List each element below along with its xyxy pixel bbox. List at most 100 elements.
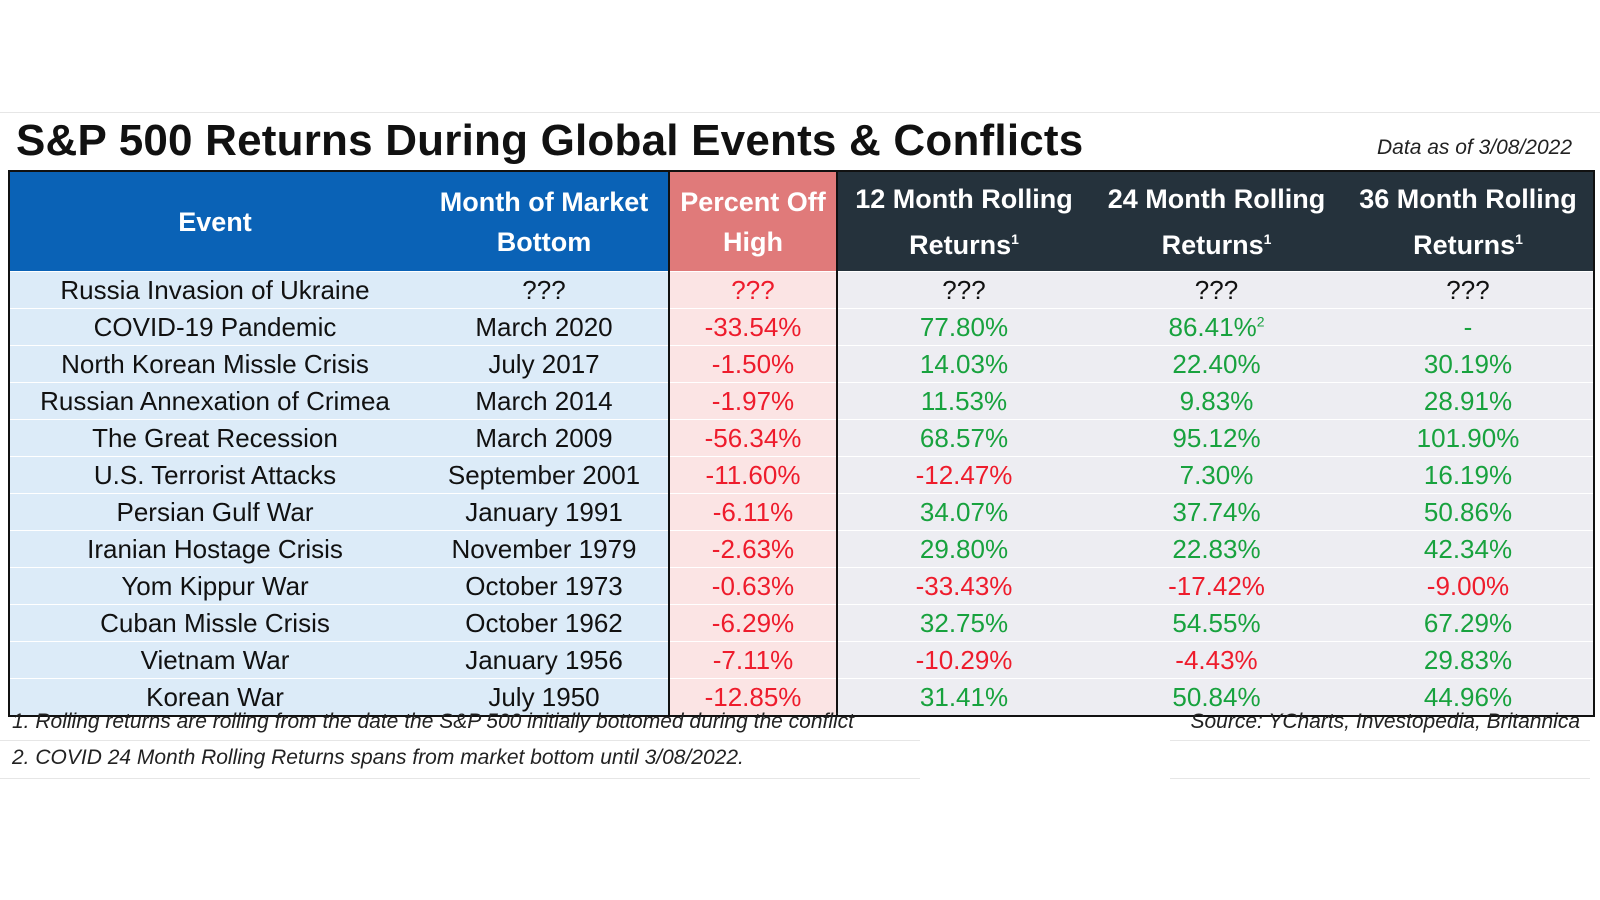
cell-month-of-market-bottom: ??? [420, 271, 669, 309]
cell-month-of-market-bottom: September 2001 [420, 456, 669, 494]
cell-value: 50.86% [1423, 496, 1513, 527]
cell-24-month-rolling-returns: 54.55% [1090, 604, 1343, 642]
table-title: S&P 500 Returns During Global Events & C… [16, 116, 1084, 165]
footnote-1: 1. Rolling returns are rolling from the … [12, 710, 855, 733]
cell-value: 68.57% [919, 422, 1009, 453]
table-row: Vietnam War January 1956 -7.11% -10.29% -4.4… [9, 641, 1594, 679]
cell-value: July 2017 [488, 348, 600, 379]
cell-value: -33.54% [704, 311, 802, 342]
table-row: Russia Invasion of Ukraine??????????????… [9, 271, 1594, 309]
column-header-event: Event [9, 171, 420, 272]
cell-value: ??? [731, 274, 775, 305]
cell-value: 34.07% [919, 496, 1009, 527]
cell-month-of-market-bottom: March 2009 [420, 419, 669, 457]
cell-24-month-rolling-returns: -4.43% [1090, 641, 1343, 679]
cell-36-month-rolling-returns: 30.19% [1343, 345, 1594, 383]
cell-value: COVID-19 Pandemic [93, 311, 337, 342]
table-row: Yom Kippur War October 1973 -0.63% -33.43% -… [9, 567, 1594, 605]
sheet-gridline [0, 778, 920, 779]
column-header-label: Percent Off High [680, 186, 826, 257]
cell-36-month-rolling-returns: 29.83% [1343, 641, 1594, 679]
cell-value: Russian Annexation of Crimea [40, 385, 390, 416]
cell-value: 11.53% [920, 385, 1008, 416]
cell-month-of-market-bottom: July 2017 [420, 345, 669, 383]
cell-value: 54.55% [1172, 607, 1261, 638]
sheet-gridline [0, 740, 920, 741]
cell-24-month-rolling-returns: 7.30% [1090, 456, 1343, 494]
cell-percent-off-high: -11.60% [668, 456, 838, 494]
cell-value: -6.29% [711, 607, 795, 638]
cell-value: 77.80% [919, 311, 1009, 342]
cell-event: Vietnam War [9, 641, 420, 679]
cell-event: U.S. Terrorist Attacks [9, 456, 420, 494]
cell-24-month-rolling-returns: 22.83% [1090, 530, 1343, 568]
cell-12-month-rolling-returns: -33.43% [837, 567, 1090, 605]
cell-percent-off-high: -1.50% [668, 345, 838, 383]
cell-value: January 1956 [465, 644, 623, 675]
table-row: Iranian Hostage Crisis November 1979 -2.63… [9, 530, 1594, 568]
table-row: North Korean Missle Crisis July 2017 -1.50… [9, 345, 1594, 383]
cell-36-month-rolling-returns: 44.96% [1343, 678, 1594, 716]
column-header-24-month-rolling-returns: 24 Month Rolling Returns1 [1090, 171, 1343, 272]
cell-value: March 2014 [475, 385, 613, 416]
cell-value: ??? [1446, 274, 1490, 305]
cell-value: - [1463, 311, 1473, 342]
cell-value: 30.19% [1423, 348, 1513, 379]
table-row: Russian Annexation of Crimea March 2014 -1… [9, 382, 1594, 420]
cell-value: North Korean Missle Crisis [61, 348, 369, 379]
cell-value: July 1950 [488, 681, 600, 712]
cell-event: COVID-19 Pandemic [9, 308, 420, 346]
cell-36-month-rolling-returns: 16.19% [1343, 456, 1594, 494]
returns-table: Event Month of Market Bottom Percent Off H… [8, 170, 1595, 717]
cell-event: Persian Gulf War [9, 493, 420, 531]
cell-percent-off-high: -1.97% [668, 382, 838, 420]
cell-24-month-rolling-returns: ??? [1090, 271, 1343, 309]
cell-percent-off-high: -0.63% [668, 567, 838, 605]
cell-value: 95.12% [1172, 422, 1261, 453]
cell-24-month-rolling-returns: 50.84% [1090, 678, 1343, 716]
cell-24-month-rolling-returns: 22.40% [1090, 345, 1343, 383]
footnote-2: 2. COVID 24 Month Rolling Returns spans … [12, 746, 744, 769]
cell-value: -2.63% [711, 533, 795, 564]
cell-36-month-rolling-returns: -9.00% [1343, 567, 1594, 605]
cell-value: September 2001 [447, 459, 641, 490]
cell-12-month-rolling-returns: 68.57% [837, 419, 1090, 457]
cell-24-month-rolling-returns: 95.12% [1090, 419, 1343, 457]
cell-36-month-rolling-returns: 67.29% [1343, 604, 1594, 642]
cell-12-month-rolling-returns: -12.47% [837, 456, 1090, 494]
cell-value: -33.43% [915, 570, 1013, 601]
cell-value: 7.30% [1179, 459, 1254, 490]
cell-month-of-market-bottom: November 1979 [420, 530, 669, 568]
sheet-gridline [1170, 740, 1590, 741]
cell-percent-off-high: -6.11% [668, 493, 838, 531]
cell-value: Korean War [146, 681, 284, 712]
cell-value: 50.84% [1172, 681, 1261, 712]
cell-percent-off-high: -6.29% [668, 604, 838, 642]
cell-value: 32.75% [919, 607, 1009, 638]
cell-12-month-rolling-returns: -10.29% [837, 641, 1090, 679]
cell-36-month-rolling-returns: 101.90% [1343, 419, 1594, 457]
cell-12-month-rolling-returns: 34.07% [837, 493, 1090, 531]
cell-month-of-market-bottom: January 1991 [420, 493, 669, 531]
cell-percent-off-high: -7.11% [668, 641, 838, 679]
cell-month-of-market-bottom: January 1956 [420, 641, 669, 679]
cell-value: October 1962 [465, 607, 623, 638]
footnote-marker: 2 [1256, 312, 1265, 329]
table-row: U.S. Terrorist Attacks September 2001 -11.… [9, 456, 1594, 494]
cell-value: Russia Invasion of Ukraine [60, 274, 370, 305]
sheet-gridline [1170, 778, 1590, 779]
cell-36-month-rolling-returns: 42.34% [1343, 530, 1594, 568]
cell-value: -6.11% [712, 496, 794, 527]
cell-value: ??? [942, 274, 986, 305]
cell-value: 22.83% [1172, 533, 1261, 564]
cell-24-month-rolling-returns: 37.74% [1090, 493, 1343, 531]
cell-value: -12.85% [704, 681, 802, 712]
cell-month-of-market-bottom: October 1962 [420, 604, 669, 642]
cell-12-month-rolling-returns: 14.03% [837, 345, 1090, 383]
cell-value: November 1979 [451, 533, 637, 564]
table-row: The Great Recession March 2009 -56.34% 68.5… [9, 419, 1594, 457]
cell-24-month-rolling-returns: 9.83% [1090, 382, 1343, 420]
cell-value: Yom Kippur War [121, 570, 309, 601]
cell-12-month-rolling-returns: 77.80% [837, 308, 1090, 346]
cell-event: Russia Invasion of Ukraine [9, 271, 420, 309]
